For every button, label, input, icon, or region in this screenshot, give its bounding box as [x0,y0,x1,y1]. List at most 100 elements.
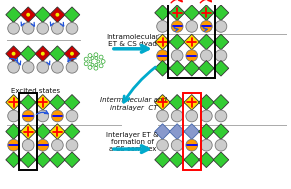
Circle shape [200,110,212,122]
Polygon shape [155,124,170,139]
Polygon shape [64,152,80,168]
Polygon shape [213,5,229,21]
Polygon shape [213,124,229,139]
Bar [168,3,215,78]
Circle shape [26,13,30,17]
Text: Excited states: Excited states [11,88,60,94]
Polygon shape [64,94,80,110]
Circle shape [215,50,227,61]
Polygon shape [35,124,51,139]
Circle shape [37,61,49,73]
Polygon shape [49,46,65,61]
Text: Intramolecular
ET & CS dyad: Intramolecular ET & CS dyad [106,34,159,47]
Circle shape [8,61,19,73]
Polygon shape [20,46,36,61]
Polygon shape [35,152,51,168]
Polygon shape [213,34,229,50]
Polygon shape [20,7,36,22]
Circle shape [52,139,63,151]
Circle shape [171,110,183,122]
Circle shape [22,110,34,122]
Circle shape [8,110,19,122]
Polygon shape [64,46,80,61]
Circle shape [66,139,78,151]
Polygon shape [198,152,214,168]
Circle shape [186,110,198,122]
Circle shape [37,110,49,122]
Polygon shape [184,60,200,76]
Polygon shape [64,7,80,22]
Polygon shape [49,124,65,139]
Text: Interlayer ET &
formation of
a CS complex: Interlayer ET & formation of a CS comple… [106,132,159,152]
Circle shape [157,21,168,32]
Circle shape [8,22,19,34]
Bar [183,93,200,170]
Circle shape [186,139,198,151]
Polygon shape [64,124,80,139]
Polygon shape [169,34,185,50]
Polygon shape [20,94,36,110]
Polygon shape [184,94,200,110]
Polygon shape [35,46,51,61]
Polygon shape [213,60,229,76]
Bar [19,93,37,170]
Circle shape [215,110,227,122]
Polygon shape [155,5,170,21]
Polygon shape [198,34,214,50]
Circle shape [215,139,227,151]
Polygon shape [6,124,21,139]
Circle shape [52,110,63,122]
Polygon shape [6,94,21,110]
Polygon shape [169,152,185,168]
Polygon shape [49,94,65,110]
Circle shape [70,52,74,56]
Polygon shape [184,152,200,168]
Circle shape [66,61,78,73]
Circle shape [66,110,78,122]
Polygon shape [155,34,170,50]
Polygon shape [198,60,214,76]
Circle shape [22,22,34,34]
Polygon shape [198,124,214,139]
Circle shape [22,61,34,73]
Circle shape [171,139,183,151]
Circle shape [37,139,49,151]
Polygon shape [169,5,185,21]
Polygon shape [20,124,36,139]
Text: Intermolecular and
intralayer  CT: Intermolecular and intralayer CT [100,98,167,111]
Circle shape [41,52,45,56]
Polygon shape [213,152,229,168]
Polygon shape [184,34,200,50]
Circle shape [157,50,168,61]
Circle shape [52,61,63,73]
Circle shape [171,50,183,61]
Polygon shape [6,152,21,168]
Polygon shape [6,7,21,22]
Polygon shape [35,94,51,110]
Circle shape [200,139,212,151]
Polygon shape [35,7,51,22]
Polygon shape [155,94,170,110]
Polygon shape [198,5,214,21]
Circle shape [200,50,212,61]
Polygon shape [169,124,185,139]
Circle shape [157,139,168,151]
Polygon shape [198,94,214,110]
Circle shape [8,139,19,151]
Circle shape [186,50,198,61]
Polygon shape [20,152,36,168]
Circle shape [186,21,198,32]
Circle shape [37,22,49,34]
Polygon shape [155,152,170,168]
Polygon shape [49,7,65,22]
Polygon shape [49,152,65,168]
Circle shape [52,22,63,34]
Circle shape [66,22,78,34]
Circle shape [12,52,15,56]
Circle shape [171,21,183,32]
Circle shape [22,139,34,151]
Circle shape [56,13,59,17]
Circle shape [215,21,227,32]
Polygon shape [155,60,170,76]
Polygon shape [169,94,185,110]
